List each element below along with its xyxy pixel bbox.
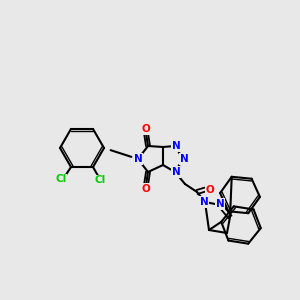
Text: Cl: Cl — [94, 175, 106, 185]
Text: O: O — [142, 124, 150, 134]
Text: O: O — [142, 184, 150, 194]
Text: N: N — [200, 197, 208, 207]
Text: Cl: Cl — [56, 174, 67, 184]
Text: N: N — [216, 199, 224, 209]
Text: N: N — [134, 154, 142, 164]
Text: N: N — [180, 154, 188, 164]
Text: N: N — [172, 141, 180, 151]
Text: O: O — [206, 185, 214, 195]
Text: N: N — [172, 167, 180, 177]
